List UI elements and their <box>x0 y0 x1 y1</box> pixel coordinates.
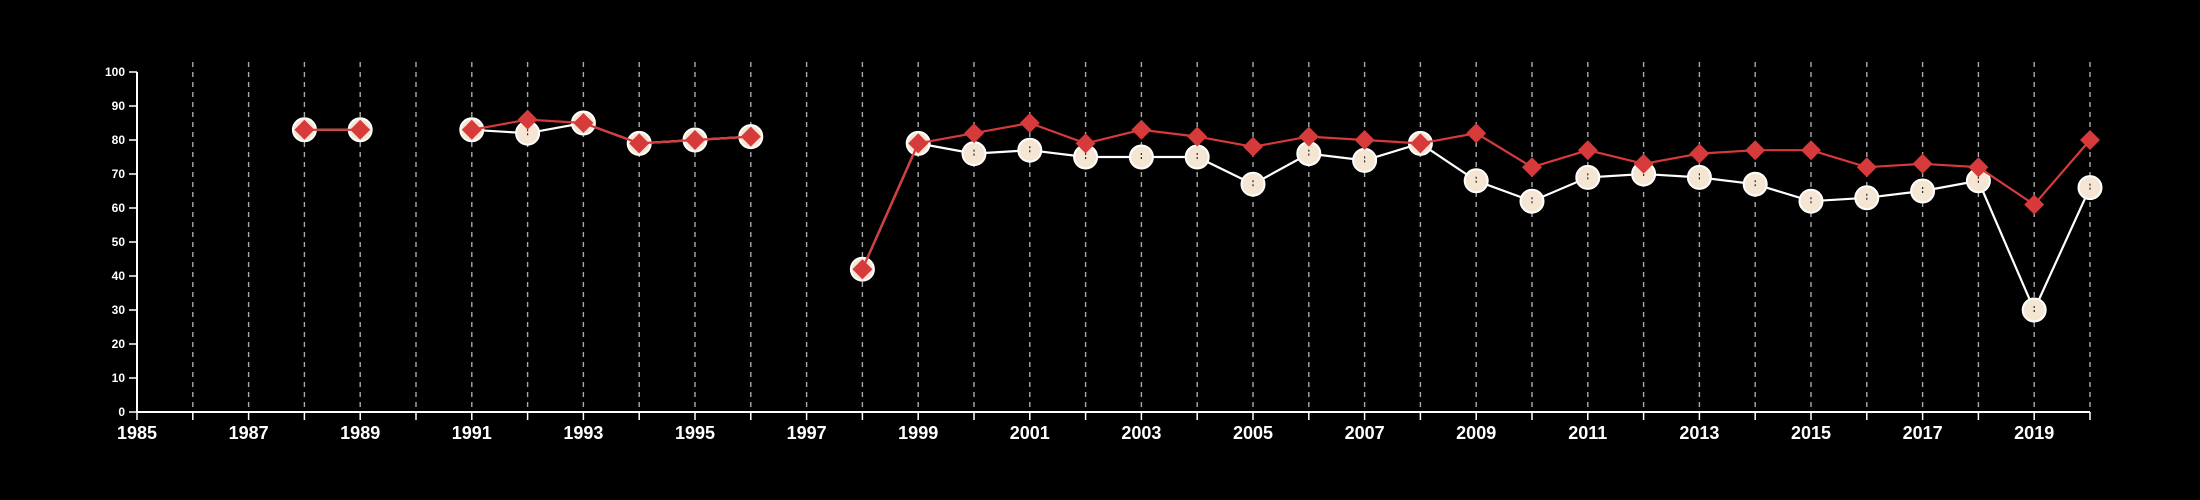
x-tick-label: 1985 <box>117 423 157 443</box>
data-point-diamond <box>1801 140 1821 161</box>
x-tick-label: 1997 <box>787 423 827 443</box>
x-tick-label: 1987 <box>229 423 269 443</box>
x-tick-label: 1999 <box>898 423 938 443</box>
x-tick-label: 2017 <box>1903 423 1943 443</box>
x-tick-label: 2007 <box>1345 423 1385 443</box>
x-tick-label: 2019 <box>2014 423 2054 443</box>
series-2 <box>294 109 2100 280</box>
x-tick-label: 2011 <box>1568 423 1607 443</box>
x-tick-label: 1991 <box>452 423 492 443</box>
x-tick-label: 1993 <box>563 423 603 443</box>
data-point-diamond <box>908 133 929 154</box>
data-point-diamond <box>1466 123 1487 144</box>
data-point-diamond <box>1856 157 1877 178</box>
data-point-diamond <box>573 113 594 133</box>
data-point-diamond <box>2024 194 2045 215</box>
y-tick-label: 10 <box>112 371 126 385</box>
data-point-diamond <box>740 126 761 147</box>
data-point-diamond <box>1410 133 1431 154</box>
y-tick-label: 0 <box>118 405 125 419</box>
grid-lines <box>192 62 2091 412</box>
y-tick-label: 30 <box>112 303 126 317</box>
data-point-diamond <box>964 123 984 144</box>
x-tick-label: 1995 <box>675 423 715 443</box>
y-tick-label: 90 <box>112 99 126 113</box>
x-tick-label: 2009 <box>1456 423 1496 443</box>
data-point-diamond <box>1019 113 1040 133</box>
x-tick-label: 1989 <box>340 423 380 443</box>
y-tick-label: 50 <box>112 235 126 249</box>
data-point-diamond <box>294 119 315 140</box>
series-group <box>291 109 2103 323</box>
data-point-diamond <box>685 130 705 150</box>
data-point-diamond <box>1912 153 1933 174</box>
data-point-diamond <box>1131 119 1152 140</box>
y-tick-label: 20 <box>112 337 126 351</box>
data-point-diamond <box>1243 136 1263 157</box>
x-tick-label: 2003 <box>1121 423 1161 443</box>
data-point-diamond <box>1298 126 1319 147</box>
series-1 <box>291 110 2103 323</box>
data-point-diamond <box>350 119 371 140</box>
x-tick-label: 2001 <box>1010 423 1050 443</box>
data-point-diamond <box>461 119 482 140</box>
data-point-diamond <box>1187 126 1208 147</box>
y-tick-label: 80 <box>112 133 126 147</box>
y-tick-label: 70 <box>112 167 126 181</box>
data-point-diamond <box>1577 140 1598 161</box>
x-tick-label: 2013 <box>1679 423 1719 443</box>
data-point-diamond <box>1633 153 1654 174</box>
x-tick-label: 2015 <box>1791 423 1831 443</box>
x-tick-label: 2005 <box>1233 423 1273 443</box>
data-point-diamond <box>852 259 873 280</box>
axes: 0 10 20 30 40 50 60 70 80 90 100 1985 1987 1989 1991 19… <box>105 65 2091 443</box>
data-point-diamond <box>1522 157 1542 178</box>
data-point-diamond <box>1354 130 1375 150</box>
data-point-diamond <box>517 109 538 130</box>
y-tick-label: 60 <box>112 201 126 215</box>
y-tick-label: 40 <box>112 269 126 283</box>
data-point-diamond <box>1689 143 1710 164</box>
data-point-diamond <box>629 133 650 154</box>
y-tick-label: 100 <box>105 65 125 79</box>
data-point-diamond <box>2080 130 2100 150</box>
data-point-diamond <box>1968 157 1989 178</box>
data-point-diamond <box>1075 133 1096 154</box>
data-point-diamond <box>1745 140 1766 161</box>
